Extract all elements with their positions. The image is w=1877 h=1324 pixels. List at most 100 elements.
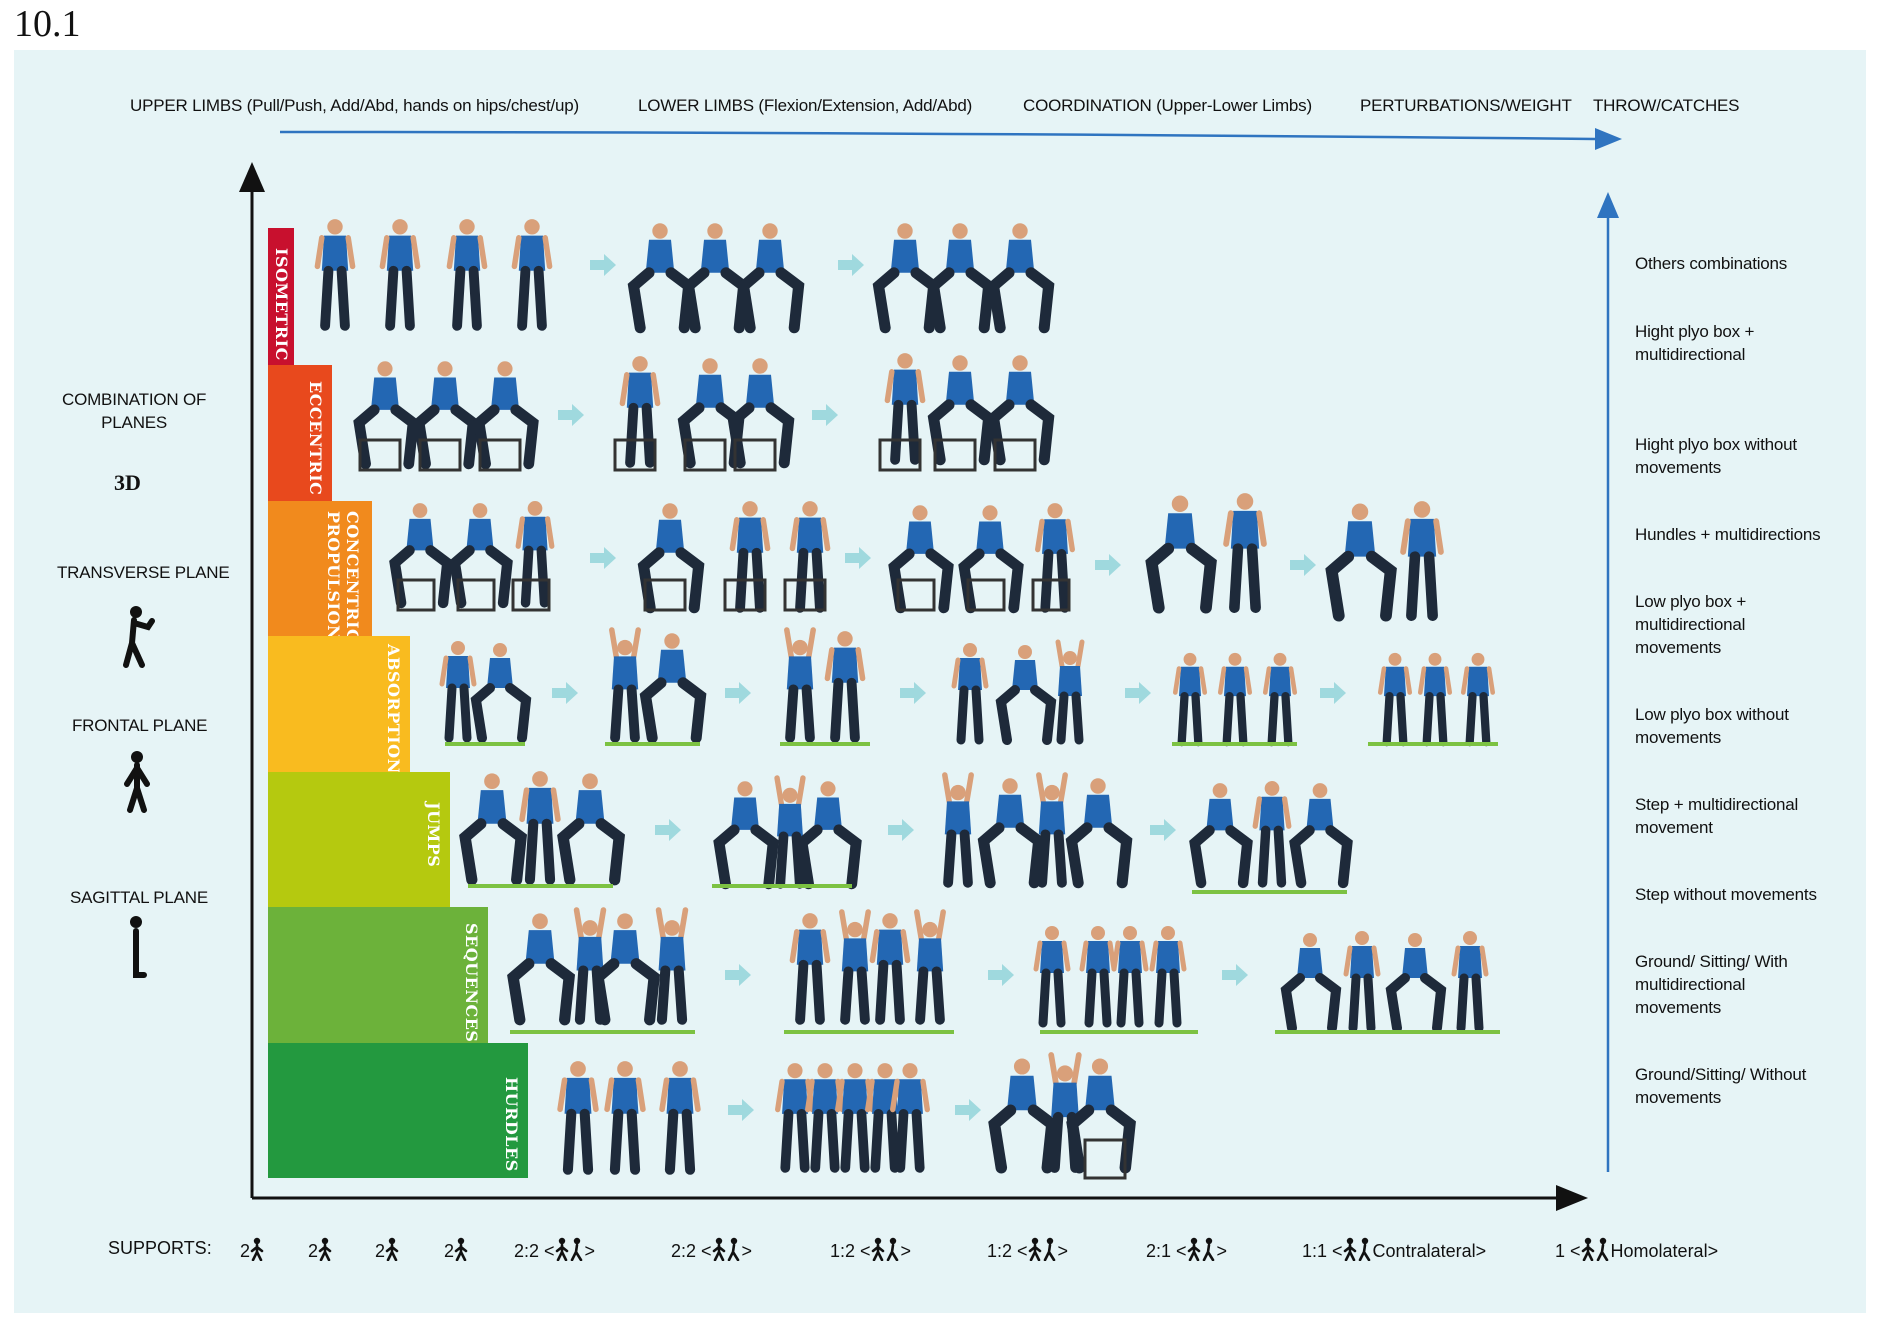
grass-strip [1172, 742, 1297, 746]
exercise-person-figure [839, 909, 871, 1025]
progression-arrow [900, 682, 926, 704]
exercise-person-figure [977, 778, 1045, 889]
support-text: 1:1 < [1302, 1241, 1343, 1261]
exercise-person-figure [713, 781, 779, 890]
progression-arrow [655, 819, 681, 841]
support-item-9: 1:1 < Contralateral> [1302, 1237, 1486, 1262]
support-icon [555, 1237, 582, 1262]
right-label-hundles-multidirections: Hundles + multidirections [1635, 525, 1821, 544]
exercise-person-figure [507, 913, 576, 1026]
support-icon [1187, 1237, 1214, 1262]
support-text: 1:2 < [830, 1241, 871, 1261]
support-text-suffix: Homolateral> [1610, 1241, 1719, 1261]
plyo-box [896, 578, 936, 612]
exercise-person-figure [995, 645, 1057, 745]
support-text: 2 [308, 1241, 319, 1261]
support-item-8: 2:1 < > [1146, 1237, 1227, 1262]
exercise-person-figure [789, 501, 831, 613]
plyo-box [643, 578, 687, 612]
support-figure-icon [555, 1237, 585, 1262]
grass-strip [712, 884, 852, 888]
right-label-ground-with-multidirectional: Ground/ Sitting/ With multidirectional m… [1635, 952, 1788, 1017]
support-icon [871, 1237, 898, 1262]
exercise-person-figure [1343, 931, 1381, 1033]
plyo-box [1031, 578, 1071, 612]
top-label-perturbations: PERTURBATIONS/WEIGHT [1360, 96, 1572, 115]
exercise-person-figure [449, 503, 513, 609]
support-figure-icon [1187, 1237, 1217, 1262]
top-label-throw-catches: THROW/CATCHES [1593, 96, 1740, 115]
exercise-person-figure [557, 773, 626, 886]
figure-number: 10.1 [14, 3, 81, 45]
exercise-person-figure [1252, 781, 1292, 888]
step-eccentric: ECCENTRIC [268, 365, 332, 501]
plyo-box [783, 578, 827, 612]
support-figure-icon [871, 1237, 901, 1262]
right-label-hight-plyo-box-without-movements: Hight plyo box without movements [1635, 435, 1797, 477]
progression-arrow [1290, 554, 1316, 576]
grass-strip [510, 1030, 695, 1034]
exercise-person-figure [1325, 503, 1397, 622]
exercise-person-figure [637, 503, 705, 614]
support-text: 1 < [1555, 1241, 1581, 1261]
support-text: 1:2 < [987, 1241, 1028, 1261]
support-figure-icon [1343, 1237, 1373, 1262]
exercise-person-figure [1451, 931, 1489, 1033]
plyo-box [966, 578, 1006, 612]
support-text-suffix: > [1057, 1241, 1069, 1261]
exercise-person-figure [942, 772, 974, 888]
frontal-plane-icon [124, 751, 150, 813]
exercise-person-figure [1036, 772, 1068, 888]
step-label-concentric-propulsions: CONCENTRIC PROPULSIONS [324, 511, 362, 653]
exercise-person-figure [515, 501, 555, 608]
plyo-box [723, 578, 767, 612]
right-label-low-plyo-box-without-movements: Low plyo box without movements [1635, 705, 1789, 747]
exercise-person-figure [519, 771, 561, 885]
exercise-person-figure [1217, 652, 1253, 747]
support-text-suffix: > [900, 1241, 912, 1261]
exercise-person-figure [775, 1063, 815, 1173]
label-sagittal-plane: SAGITTAL PLANE [70, 888, 208, 907]
exercise-person-figure [1145, 495, 1217, 614]
progression-arrow [728, 1099, 754, 1121]
plyo-box [396, 578, 436, 612]
exercise-person-figure [655, 907, 689, 1025]
exercise-person-figure [987, 355, 1055, 466]
plyo-box [933, 438, 977, 472]
exercise-person-figure [927, 355, 995, 466]
step-isometric: ISOMETRIC [268, 228, 294, 365]
step-hurdles: HURDLES [268, 1043, 528, 1178]
grass-strip [1192, 890, 1347, 894]
exercise-person-figure [958, 505, 1024, 614]
exercise-person-figure [557, 1061, 599, 1175]
support-text-suffix: > [1216, 1241, 1228, 1261]
support-text: 2:2 < [671, 1241, 712, 1261]
exercise-person-figure [951, 643, 989, 745]
exercise-person-figure [1172, 652, 1208, 747]
exercise-person-figure [914, 909, 946, 1025]
step-concentric-propulsions: CONCENTRIC PROPULSIONS [268, 501, 372, 652]
progression-arrow [1125, 682, 1151, 704]
support-figure-icon [454, 1237, 469, 1262]
support-item-1: 2 [308, 1237, 333, 1262]
support-icon [1343, 1237, 1370, 1262]
exercise-person-figure [1149, 926, 1187, 1028]
plyo-box [511, 578, 551, 612]
exercise-person-figure [1289, 783, 1353, 889]
exercise-person-figure [988, 1058, 1058, 1174]
progression-arrow [1222, 964, 1248, 986]
support-figure-icon [318, 1237, 333, 1262]
plyo-box [1083, 1138, 1127, 1180]
exercise-person-figure [659, 1061, 701, 1175]
plyo-box [456, 578, 496, 612]
support-item-3: 2 [444, 1237, 469, 1262]
support-icon [454, 1237, 468, 1262]
exercise-person-figure [1417, 652, 1453, 747]
progression-arrow [838, 254, 864, 276]
right-label-others-combinations: Others combinations [1635, 254, 1788, 273]
exercise-person-figure [439, 641, 477, 743]
step-sequences: SEQUENCES [268, 907, 488, 1043]
exercise-person-figure [737, 223, 805, 334]
support-figure-icon [1581, 1237, 1611, 1262]
